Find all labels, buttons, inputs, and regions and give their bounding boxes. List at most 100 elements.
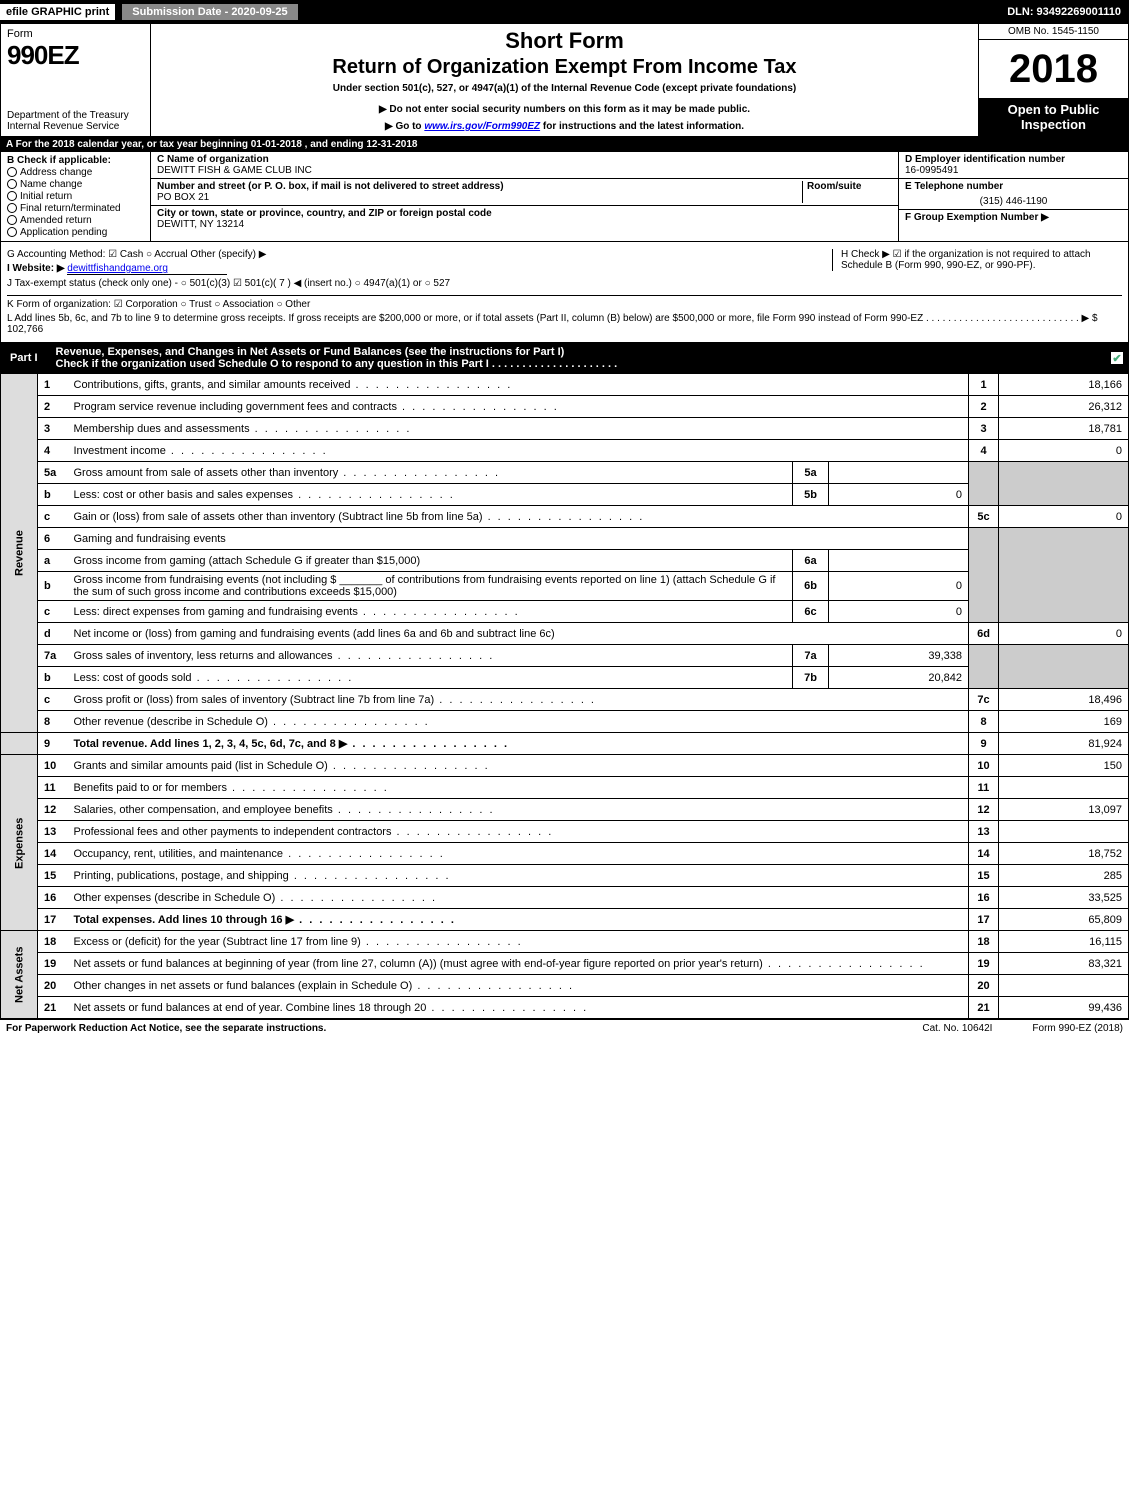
street-label: Number and street (or P. O. box, if mail… [157,181,504,192]
l9-desc: Total revenue. Add lines 1, 2, 3, 4, 5c,… [68,733,969,755]
group-label: F Group Exemption Number ▶ [905,212,1049,223]
l6d-desc: Net income or (loss) from gaming and fun… [68,623,969,645]
l11-rnum: 11 [969,777,999,799]
l20-num: 20 [38,975,68,997]
l16-val: 33,525 [999,887,1129,909]
l13-num: 13 [38,821,68,843]
l5b-midval: 0 [829,484,969,506]
l7c-rnum: 7c [969,689,999,711]
l14-desc: Occupancy, rent, utilities, and maintena… [68,843,969,865]
omb-number: OMB No. 1545-1150 [979,24,1128,40]
l19-num: 19 [38,953,68,975]
l7a-midnum: 7a [793,645,829,667]
l3-rnum: 3 [969,418,999,440]
l3-num: 3 [38,418,68,440]
header-right: OMB No. 1545-1150 2018 Open to Public In… [978,24,1128,136]
l21-desc: Net assets or fund balances at end of ye… [68,997,969,1019]
l15-rnum: 15 [969,865,999,887]
l2-num: 2 [38,396,68,418]
l7a-desc: Gross sales of inventory, less returns a… [68,645,793,667]
part1-checkbox[interactable]: ✔ [1111,352,1123,364]
l-row: L Add lines 5b, 6c, and 7b to line 9 to … [7,313,1122,335]
header-center: Short Form Return of Organization Exempt… [151,24,978,136]
open-public: Open to Public Inspection [979,98,1128,136]
l6-desc: Gaming and fundraising events [68,528,969,550]
l19-rnum: 19 [969,953,999,975]
l4-desc: Investment income [68,440,969,462]
chk-pending[interactable]: Application pending [7,227,144,238]
l5c-num: c [38,506,68,528]
l11-val [999,777,1129,799]
under-section: Under section 501(c), 527, or 4947(a)(1)… [159,83,970,94]
l6-num: 6 [38,528,68,550]
l5b-desc: Less: cost or other basis and sales expe… [68,484,793,506]
l8-val: 169 [999,711,1129,733]
org-name: DEWITT FISH & GAME CLUB INC [157,165,892,176]
l10-num: 10 [38,755,68,777]
l17-desc: Total expenses. Add lines 10 through 16 … [68,909,969,931]
l2-val: 26,312 [999,396,1129,418]
footer-cat: Cat. No. 10642I [922,1023,992,1034]
footer-left: For Paperwork Reduction Act Notice, see … [6,1023,326,1034]
l16-desc: Other expenses (describe in Schedule O) [68,887,969,909]
lines-table: Revenue 1 Contributions, gifts, grants, … [0,373,1129,1019]
l10-val: 150 [999,755,1129,777]
l18-num: 18 [38,931,68,953]
chk-initial-label: Initial return [20,191,72,202]
l20-rnum: 20 [969,975,999,997]
l6a-num: a [38,550,68,572]
l6b-desc: Gross income from fundraising events (no… [68,572,793,601]
chk-initial[interactable]: Initial return [7,191,144,202]
chk-final[interactable]: Final return/terminated [7,203,144,214]
l7-grey [969,645,999,689]
l18-desc: Excess or (deficit) for the year (Subtra… [68,931,969,953]
chk-name-label: Name change [20,179,82,190]
street-value: PO BOX 21 [157,192,209,203]
side-rev-end [1,733,38,755]
website-label: I Website: ▶ [7,263,65,274]
meta-rows: H Check ▶ ☑ if the organization is not r… [0,242,1129,343]
l5c-rnum: 5c [969,506,999,528]
l5b-num: b [38,484,68,506]
l6c-midval: 0 [829,601,969,623]
form-number: 990EZ [7,40,144,71]
l12-desc: Salaries, other compensation, and employ… [68,799,969,821]
l1-rnum: 1 [969,374,999,396]
l6b-num: b [38,572,68,601]
top-bar: efile GRAPHIC print Submission Date - 20… [0,0,1129,24]
l1-desc: Contributions, gifts, grants, and simila… [68,374,969,396]
room-label: Room/suite [807,181,861,192]
l20-desc: Other changes in net assets or fund bala… [68,975,969,997]
l7b-desc: Less: cost of goods sold [68,667,793,689]
city-value: DEWITT, NY 13214 [157,219,892,230]
chk-address[interactable]: Address change [7,167,144,178]
goto-link[interactable]: www.irs.gov/Form990EZ [424,121,540,132]
l6-grey2 [999,528,1129,623]
info-block: B Check if applicable: Address change Na… [0,152,1129,242]
l11-num: 11 [38,777,68,799]
col-b: B Check if applicable: Address change Na… [1,152,151,241]
l7b-num: b [38,667,68,689]
col-d: D Employer identification number 16-0995… [898,152,1128,241]
l5a-midnum: 5a [793,462,829,484]
l14-num: 14 [38,843,68,865]
l15-num: 15 [38,865,68,887]
phone-label: E Telephone number [905,181,1003,192]
l21-rnum: 21 [969,997,999,1019]
chk-address-label: Address change [20,167,92,178]
chk-amended[interactable]: Amended return [7,215,144,226]
l17-num: 17 [38,909,68,931]
chk-name[interactable]: Name change [7,179,144,190]
l6a-desc: Gross income from gaming (attach Schedul… [68,550,793,572]
l12-rnum: 12 [969,799,999,821]
form-label: Form [7,28,144,40]
website-link[interactable]: dewittfishandgame.org [67,263,227,275]
l7c-val: 18,496 [999,689,1129,711]
l13-desc: Professional fees and other payments to … [68,821,969,843]
l9-val: 81,924 [999,733,1129,755]
footer: For Paperwork Reduction Act Notice, see … [0,1019,1129,1037]
l6b-midval: 0 [829,572,969,601]
l5a-desc: Gross amount from sale of assets other t… [68,462,793,484]
l1-val: 18,166 [999,374,1129,396]
l3-val: 18,781 [999,418,1129,440]
